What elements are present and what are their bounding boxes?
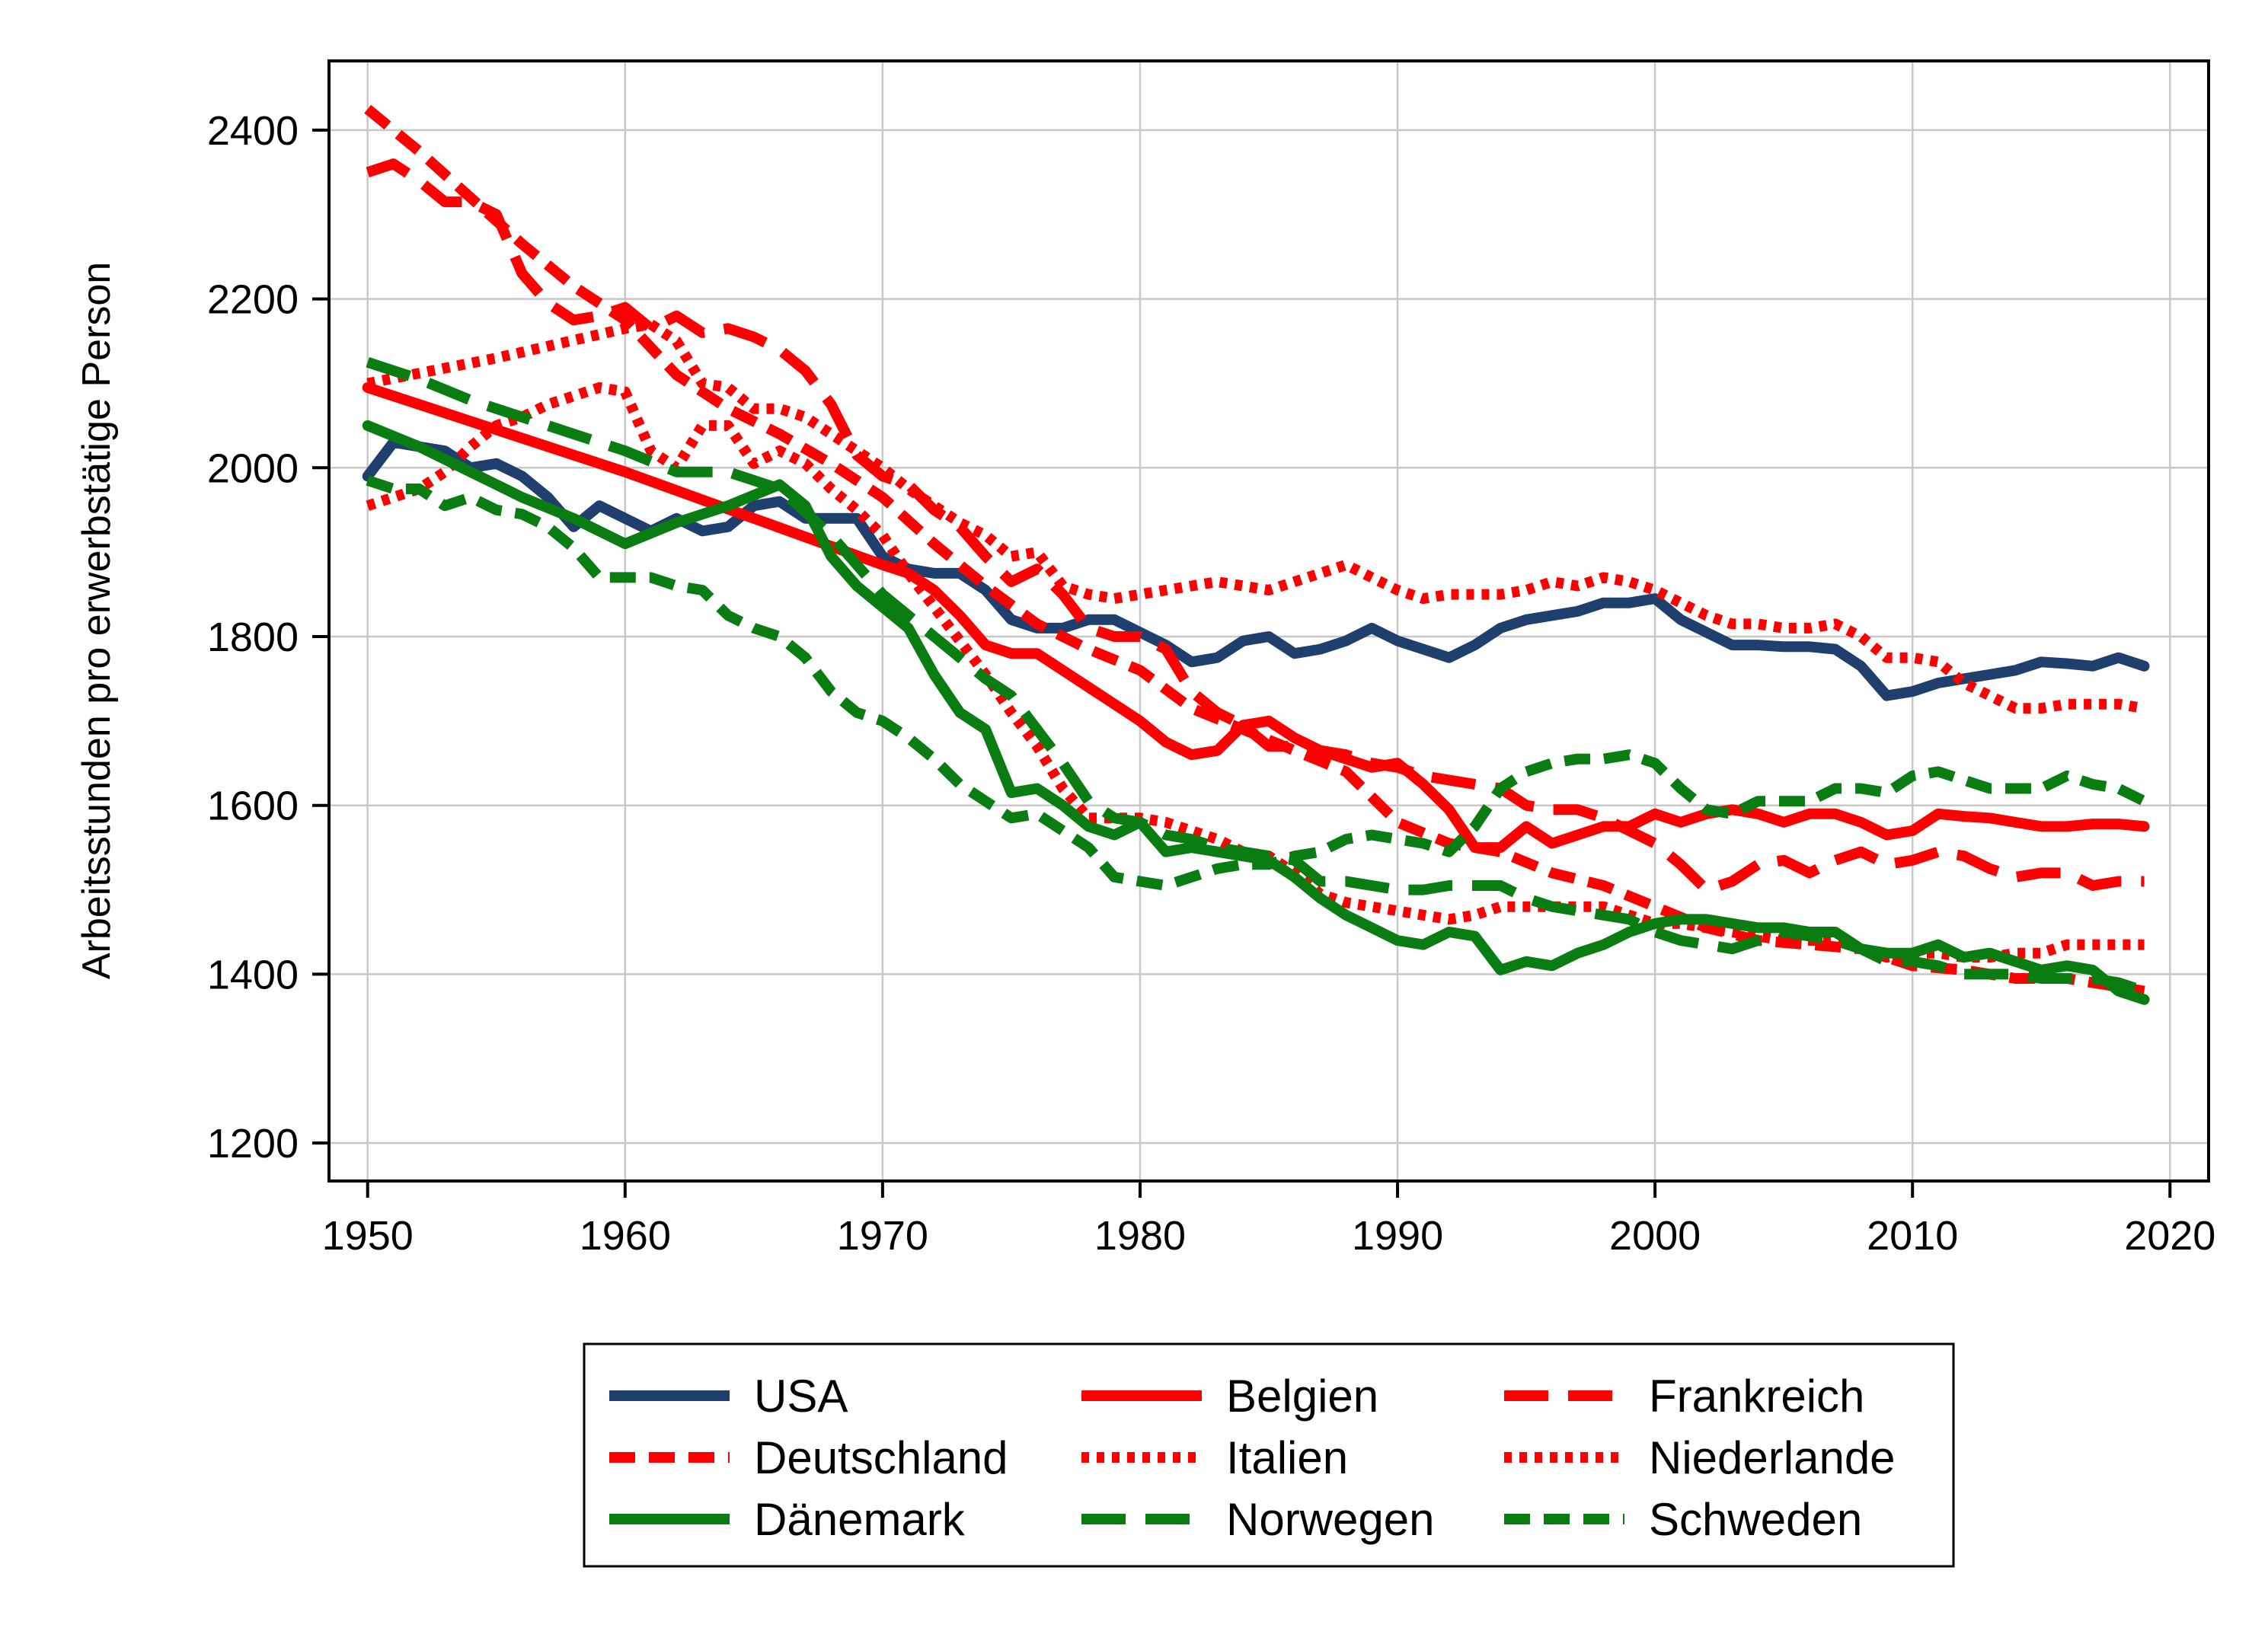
x-tick-label-1990: 1990 [1352, 1213, 1443, 1259]
y-tick-label-2200: 2200 [207, 277, 299, 323]
y-axis: 1200 1400 1600 1800 2000 2200 2400 [207, 108, 329, 1167]
x-tick-label-2000: 2000 [1609, 1213, 1701, 1259]
x-tick-label-2010: 2010 [1867, 1213, 1958, 1259]
x-tick-label-1980: 1980 [1094, 1213, 1186, 1259]
legend-label-deutschland: Deutschland [754, 1432, 1008, 1483]
x-tick-label-1960: 1960 [580, 1213, 671, 1259]
legend-label-frankreich: Frankreich [1649, 1371, 1864, 1422]
legend-label-belgien: Belgien [1226, 1371, 1378, 1422]
legend-frame [583, 1342, 1955, 1568]
legend-label-danemark: Dänemark [754, 1494, 966, 1545]
series-line-schweden [366, 475, 2147, 891]
legend-label-niederlande: Niederlande [1649, 1432, 1896, 1483]
series-line-danemark [362, 420, 2150, 1005]
x-tick-label-1970: 1970 [837, 1213, 928, 1259]
y-tick-label-2400: 2400 [207, 108, 299, 154]
series-line-belgien [362, 382, 2150, 854]
legend-label-italien: Italien [1226, 1432, 1348, 1483]
series-lines [362, 104, 2150, 1005]
y-tick-label-1600: 1600 [207, 784, 299, 829]
plot-frame [327, 59, 2210, 1183]
x-axis: 1950 1960 1970 1980 1990 2000 2010 2020 [322, 1181, 2215, 1259]
y-tick-label-1200: 1200 [207, 1121, 299, 1167]
y-tick-label-1400: 1400 [207, 952, 299, 997]
series-line-norwegen [366, 357, 2146, 997]
x-tick-label-1950: 1950 [322, 1213, 414, 1259]
series-line-frankreich [366, 158, 2145, 895]
y-tick-label-2000: 2000 [207, 445, 299, 491]
y-tick-label-1800: 1800 [207, 614, 299, 660]
legend-label-usa: USA [754, 1371, 848, 1422]
legend-label-norwegen: Norwegen [1226, 1494, 1435, 1545]
grid-lines [329, 61, 2209, 1181]
y-axis-label: Arbeitsstunden pro erwerbstätige Person [75, 262, 119, 979]
legend-label-schweden: Schweden [1649, 1494, 1862, 1545]
legend: USA Belgien Frankreich Deutschland Italien Ni… [583, 1342, 1955, 1568]
x-tick-label-2020: 2020 [2124, 1213, 2215, 1259]
